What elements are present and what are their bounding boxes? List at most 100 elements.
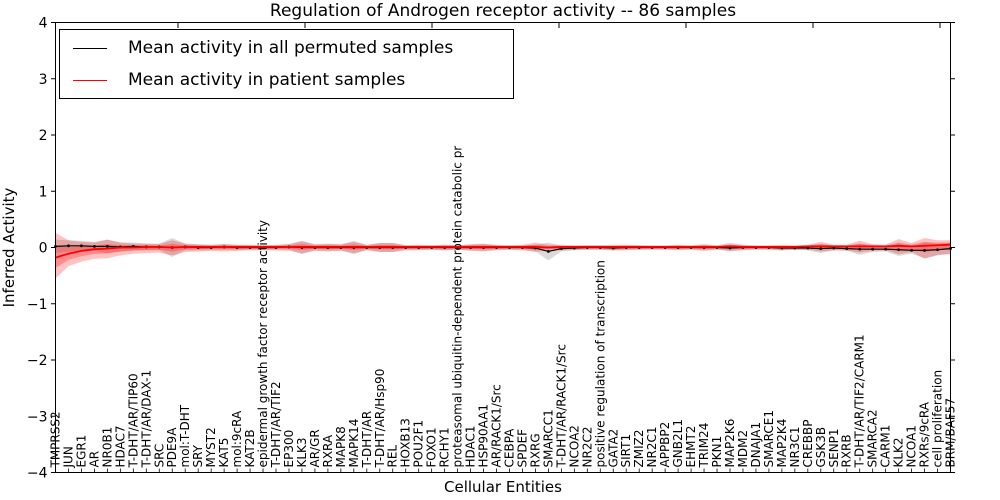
x-tick-label: HDAC7 bbox=[113, 425, 127, 467]
x-tick-label: GATA2 bbox=[606, 429, 620, 468]
permuted-point-marker bbox=[624, 246, 628, 249]
permuted-point-marker bbox=[676, 246, 680, 249]
x-tick-label: EGR1 bbox=[74, 435, 88, 468]
x-tick-label: RCHY1 bbox=[438, 427, 452, 467]
x-tick-label: JUN bbox=[61, 446, 75, 468]
permuted-point-marker bbox=[702, 246, 706, 249]
x-tick-label: GSK3B bbox=[814, 427, 828, 468]
x-tick-label: T-DHT/AR bbox=[360, 411, 374, 469]
patient-mean-line bbox=[55, 243, 951, 259]
x-tick-label: TRIM24 bbox=[697, 423, 711, 469]
permuted-point-marker bbox=[131, 244, 135, 248]
permuted-point-marker bbox=[871, 247, 875, 251]
x-tick-label: SPDEF bbox=[515, 429, 529, 468]
permuted-point-marker bbox=[417, 246, 421, 249]
permuted-point-marker bbox=[534, 246, 537, 250]
permuted-point-marker bbox=[430, 246, 434, 249]
x-tick-label: MAPK8 bbox=[334, 426, 348, 467]
permuted-band bbox=[55, 237, 951, 261]
permuted-point-marker bbox=[261, 246, 265, 249]
x-tick-label: T-DHT/AR/TIP60 bbox=[126, 373, 140, 468]
permuted-point-marker bbox=[274, 246, 278, 249]
permuted-point-marker bbox=[196, 246, 200, 249]
permuted-point-marker bbox=[209, 246, 213, 249]
permuted-point-marker bbox=[689, 246, 693, 249]
legend-line-swatch-black bbox=[73, 47, 107, 49]
x-tick-label: SRY bbox=[191, 444, 205, 467]
x-tick-label: TMPRSS2 bbox=[49, 411, 63, 468]
y-tick-label: −4 bbox=[27, 466, 48, 482]
permuted-point-marker bbox=[884, 247, 888, 251]
permuted-point-marker bbox=[456, 246, 460, 249]
permuted-point-marker bbox=[637, 246, 641, 249]
permuted-point-marker bbox=[936, 248, 939, 252]
x-tick-label: T-DHT/AR/TIF2 bbox=[269, 381, 283, 468]
permuted-point-marker bbox=[183, 245, 187, 249]
x-tick-label: CREBBP bbox=[801, 420, 815, 468]
permuted-point-marker bbox=[858, 247, 862, 251]
permuted-point-marker bbox=[780, 246, 784, 250]
x-tick-label: RXRG bbox=[528, 433, 542, 467]
x-tick-label: PDE9A bbox=[165, 427, 179, 468]
y-axis-title: Inferred Activity bbox=[0, 187, 18, 307]
permuted-point-marker bbox=[67, 244, 70, 248]
permuted-point-marker bbox=[235, 246, 239, 249]
y-tick-label: 2 bbox=[39, 128, 48, 144]
permuted-point-marker bbox=[767, 246, 771, 249]
permuted-point-marker bbox=[144, 245, 148, 249]
permuted-point-marker bbox=[819, 247, 823, 251]
x-tick-label: REL bbox=[386, 445, 400, 468]
x-tick-label: MDM2 bbox=[736, 430, 750, 468]
x-tick-label: KLK3 bbox=[295, 437, 309, 467]
x-tick-label: BRM/BAF57 bbox=[944, 398, 958, 468]
x-tick-label: SMARCE1 bbox=[762, 410, 776, 468]
y-tick-label: 4 bbox=[39, 16, 48, 32]
permuted-point-marker bbox=[300, 246, 304, 249]
x-tick-label: EP300 bbox=[282, 430, 296, 468]
x-tick-label: CARM1 bbox=[879, 425, 893, 468]
y-tick-label: 3 bbox=[39, 72, 48, 88]
x-tick-label: PKN1 bbox=[710, 436, 724, 468]
x-tick-label: SMARCC1 bbox=[541, 409, 555, 467]
x-tick-label: HOXB13 bbox=[399, 418, 413, 467]
x-tick-label: HSP90AA1 bbox=[477, 404, 491, 468]
y-tick-label: −2 bbox=[27, 353, 48, 369]
legend-item-patient: Mean activity in patient samples bbox=[60, 64, 513, 96]
permuted-point-marker bbox=[559, 247, 563, 251]
x-tick-label: RXRB bbox=[840, 434, 854, 467]
x-tick-label: SIRT1 bbox=[619, 434, 633, 468]
permuted-point-marker bbox=[741, 246, 745, 249]
x-tick-label: T-DHT/AR/DAX-1 bbox=[139, 370, 153, 469]
permuted-point-marker bbox=[923, 248, 926, 252]
permuted-point-marker bbox=[585, 246, 589, 249]
permuted-point-marker bbox=[248, 246, 252, 249]
x-tick-label: SMARCA2 bbox=[866, 409, 880, 467]
permuted-point-marker bbox=[404, 246, 408, 249]
chart-title: Regulation of Androgen receptor activity… bbox=[269, 1, 737, 21]
permuted-point-marker bbox=[157, 245, 161, 249]
permuted-point-marker bbox=[365, 246, 369, 249]
x-tick-label: CEBPA bbox=[502, 428, 516, 468]
x-tick-label: T-DHT/AR/RACK1/Src bbox=[554, 344, 568, 468]
x-tick-label: proteasomal ubiquitin-dependent protein … bbox=[451, 146, 465, 468]
x-tick-label: POU2F1 bbox=[412, 420, 426, 468]
permuted-point-marker bbox=[443, 246, 447, 249]
legend-line-swatch-red bbox=[73, 79, 107, 81]
x-tick-label: NR2C2 bbox=[580, 427, 594, 468]
y-tick-label: −3 bbox=[27, 409, 48, 425]
x-tick-label: DNAJA1 bbox=[749, 422, 763, 468]
permuted-point-marker bbox=[598, 246, 602, 249]
x-tick-label: APPBP2 bbox=[658, 422, 672, 468]
y-tick-label: 0 bbox=[39, 241, 48, 257]
permuted-point-marker bbox=[54, 244, 57, 248]
permuted-point-marker bbox=[650, 246, 654, 249]
x-tick-label: MYST2 bbox=[204, 427, 218, 467]
permuted-point-marker bbox=[391, 246, 395, 249]
x-tick-label: T-DHT/AR/Hsp90 bbox=[373, 369, 387, 469]
x-tick-label: HDAC1 bbox=[464, 425, 478, 467]
permuted-point-marker bbox=[546, 250, 550, 253]
permuted-point-marker bbox=[326, 246, 330, 249]
permuted-point-marker bbox=[949, 247, 952, 251]
x-tick-label: MAP2K6 bbox=[723, 419, 737, 468]
